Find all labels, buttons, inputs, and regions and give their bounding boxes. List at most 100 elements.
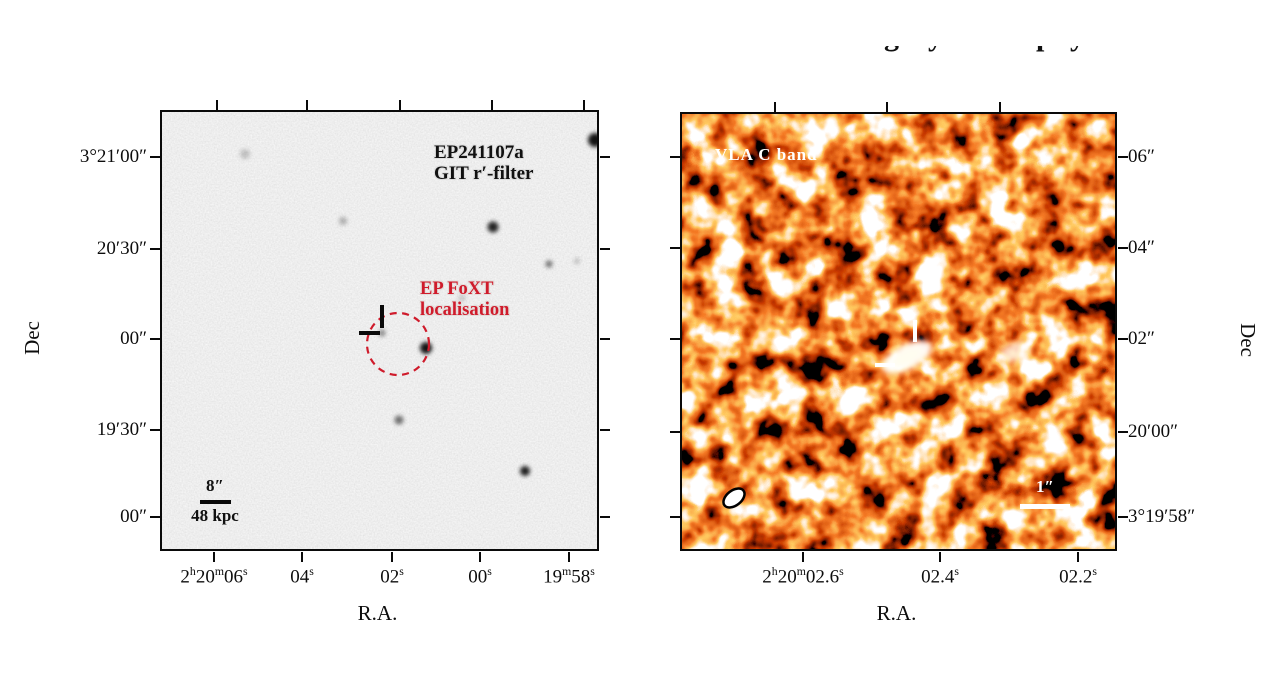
tick xyxy=(938,551,942,562)
scalebar-angular-label: 8″ xyxy=(206,476,224,495)
tick xyxy=(582,99,586,110)
left-dec-axis-title: Dec xyxy=(20,321,44,355)
crosshair-vertical-tick xyxy=(380,305,384,328)
crosshair-vertical-tick xyxy=(913,320,917,342)
tick xyxy=(390,551,394,562)
tick xyxy=(1117,155,1128,159)
ra-tick-label: 02.4s xyxy=(921,565,959,588)
star xyxy=(420,342,432,354)
tick xyxy=(149,337,160,341)
radio-source-core xyxy=(891,346,923,368)
optical-image: EP241107a GIT r′-filter EP FoXT localisa… xyxy=(162,112,597,549)
right-ra-axis-title: R.A. xyxy=(876,601,917,625)
tick xyxy=(1076,551,1080,562)
star xyxy=(520,466,530,476)
dec-tick-label: 3°21′00″ xyxy=(79,146,147,167)
cropped-glyph: p xyxy=(1036,46,1053,51)
star xyxy=(487,221,499,233)
cropped-glyph: g xyxy=(884,46,899,51)
radio-image: VLA C band 1″ xyxy=(682,114,1115,549)
tick xyxy=(599,515,610,519)
optical-counterpart xyxy=(378,329,386,337)
cropped-glyph: y xyxy=(1070,46,1085,51)
dec-tick-label: 00″ xyxy=(120,506,147,527)
tick xyxy=(773,101,777,112)
tick xyxy=(212,551,216,562)
tick xyxy=(490,99,494,110)
optical-noise-image xyxy=(162,112,597,549)
radio-texture xyxy=(682,114,1115,549)
radio-image-panel: VLA C band 1″ 06″ 04″ 02″ 20′00″ 3°19′58… xyxy=(669,101,1195,587)
dec-tick-label: 06″ xyxy=(1128,146,1155,167)
tick xyxy=(1117,430,1128,434)
left-ra-axis-title: R.A. xyxy=(357,601,398,625)
dec-tick-label: 20′00″ xyxy=(1128,421,1179,442)
star xyxy=(545,260,553,268)
tick xyxy=(567,551,571,562)
dec-tick-label: 02″ xyxy=(1128,328,1155,349)
localisation-circle xyxy=(365,311,431,377)
filter-name: GIT r′-filter xyxy=(434,163,534,184)
tick xyxy=(398,99,402,110)
localisation-label-line2: localisation xyxy=(420,300,510,320)
star xyxy=(394,415,404,425)
tick xyxy=(599,155,610,159)
beam-ellipse xyxy=(722,487,746,509)
ra-tick-label: 2h20m06s xyxy=(180,565,248,588)
tick xyxy=(669,246,680,250)
star xyxy=(458,294,466,302)
tick xyxy=(599,337,610,341)
tick xyxy=(669,155,680,159)
scalebar-line xyxy=(200,500,231,504)
tick xyxy=(669,430,680,434)
tick xyxy=(478,551,482,562)
tick xyxy=(149,155,160,159)
tick xyxy=(1117,337,1128,341)
optical-image-panel: EP241107a GIT r′-filter EP FoXT localisa… xyxy=(80,99,610,587)
star xyxy=(588,133,597,147)
star xyxy=(240,149,250,159)
crosshair-horizontal-tick xyxy=(875,363,895,367)
dec-tick-label: 20′30″ xyxy=(96,238,147,259)
cropped-caption-strip: g y p y xyxy=(0,46,1280,61)
dec-tick-label: 19′30″ xyxy=(96,419,147,440)
scalebar-physical-label: 48 kpc xyxy=(191,506,239,525)
tick xyxy=(669,515,680,519)
dec-tick-label: 04″ xyxy=(1128,237,1155,258)
optical-grain xyxy=(162,112,597,549)
crosshair-horizontal-tick xyxy=(359,331,380,335)
ra-tick-label: 02s xyxy=(380,565,404,588)
dec-tick-label: 3°19′58″ xyxy=(1128,506,1196,527)
tick xyxy=(215,99,219,110)
tick xyxy=(885,101,889,112)
ra-tick-label: 04s xyxy=(290,565,314,588)
tick xyxy=(1117,515,1128,519)
ra-tick-label: 2h20m02.6s xyxy=(762,565,844,588)
tick xyxy=(149,515,160,519)
dec-tick-label: 00″ xyxy=(120,328,147,349)
noise-peak xyxy=(999,341,1031,363)
tick xyxy=(599,247,610,251)
star xyxy=(574,258,580,264)
localisation-label-line1: EP FoXT xyxy=(420,279,494,299)
ra-tick-label: 19m58s xyxy=(543,565,595,588)
tick xyxy=(801,551,805,562)
ra-tick-label: 02.2s xyxy=(1059,565,1097,588)
tick xyxy=(149,428,160,432)
scalebar-line xyxy=(1020,504,1070,509)
localisation-label: EP FoXT localisation xyxy=(420,279,509,321)
star xyxy=(339,217,347,225)
tick xyxy=(149,247,160,251)
target-name: EP241107a xyxy=(434,142,524,163)
ra-tick-label: 00s xyxy=(468,565,492,588)
tick xyxy=(1117,246,1128,250)
tick xyxy=(669,337,680,341)
cropped-glyph: y xyxy=(928,46,943,51)
instrument-label: VLA C band xyxy=(715,145,818,164)
tick xyxy=(305,99,309,110)
tick xyxy=(300,551,304,562)
tick xyxy=(998,101,1002,112)
target-label: EP241107a GIT r′-filter xyxy=(434,142,533,184)
scalebar-angular-label: 1″ xyxy=(1036,477,1054,496)
